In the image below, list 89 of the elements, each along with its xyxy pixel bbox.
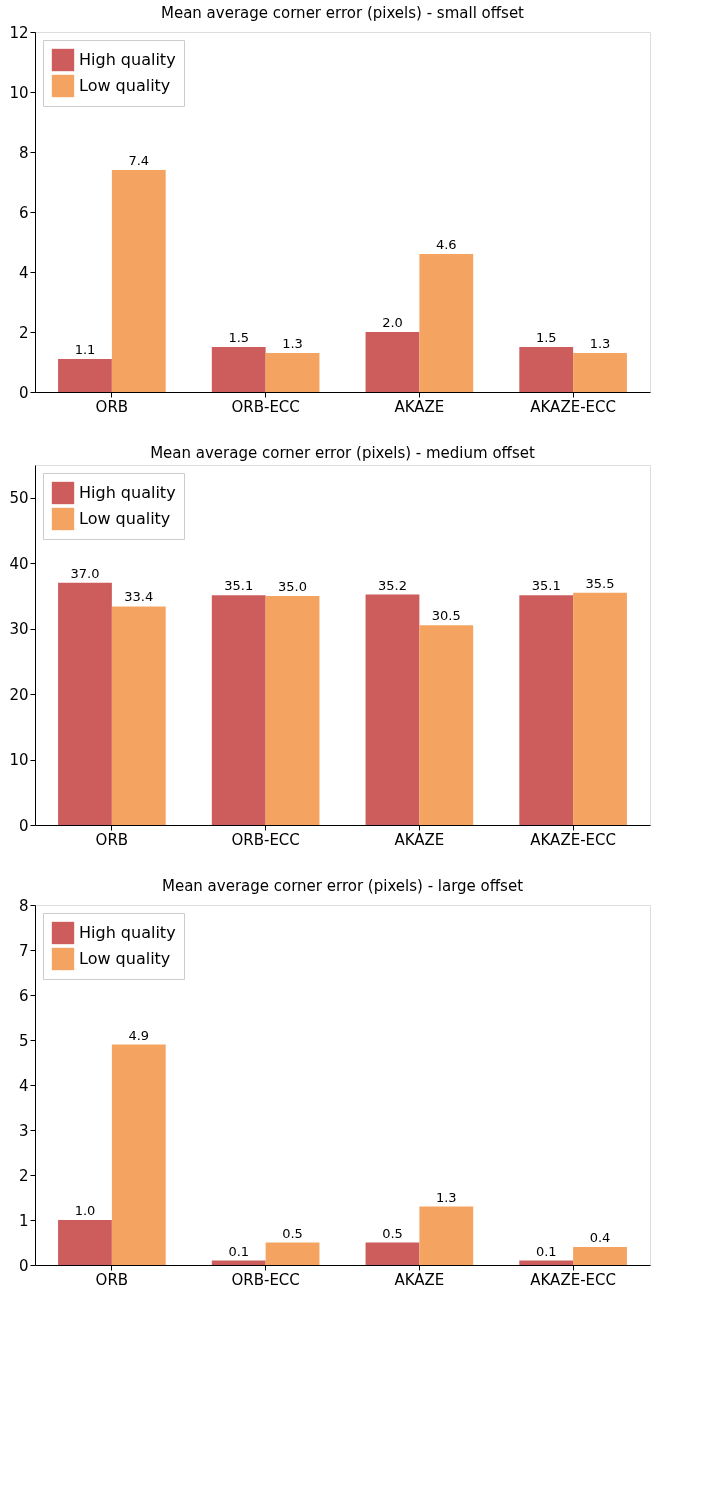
data-label: 30.5 [431, 608, 461, 624]
chart-title: Mean average corner error (pixels) - small offset [160, 4, 525, 22]
data-label: 0.1 [535, 1243, 557, 1259]
bar [365, 594, 420, 825]
bar [111, 1044, 166, 1265]
legend-label: High quality [79, 483, 176, 502]
bar [265, 1242, 320, 1265]
data-label: 0.1 [228, 1243, 250, 1259]
bar [573, 592, 627, 825]
chart-title: Mean average corner error (pixels) - medium offset [150, 444, 535, 462]
bar [211, 347, 266, 392]
x-tick-label: AKAZE [394, 397, 445, 416]
y-tick-label: 20 [9, 685, 29, 704]
bar [519, 347, 574, 392]
bar [58, 582, 112, 825]
data-label: 35.1 [224, 578, 254, 594]
x-tick-label: ORB-ECC [231, 397, 300, 416]
y-tick-label: 3 [18, 1121, 29, 1140]
y-tick-label: 8 [18, 143, 29, 162]
y-tick-label: 30 [9, 620, 29, 639]
data-label: 1.5 [228, 330, 250, 345]
x-tick-label: AKAZE-ECC [530, 830, 616, 849]
data-label: 1.3 [282, 336, 303, 351]
data-label: 1.3 [589, 336, 611, 351]
y-tick-label: 2 [18, 323, 29, 342]
x-tick-label: AKAZE-ECC [530, 1270, 616, 1289]
legend-label: Low quality [79, 949, 171, 968]
bar [265, 595, 320, 825]
x-tick-label: ORB-ECC [231, 830, 300, 849]
bar [111, 606, 166, 825]
y-tick-label: 2 [18, 1166, 29, 1185]
data-label: 35.5 [585, 575, 615, 591]
x-tick-label: ORB [95, 830, 129, 849]
bar [419, 1206, 474, 1265]
x-tick-label: AKAZE-ECC [530, 397, 616, 416]
bar [573, 353, 627, 392]
bar [419, 254, 474, 392]
y-tick-label: 12 [9, 23, 29, 42]
y-tick-label: 0 [18, 1256, 29, 1275]
bar [419, 625, 474, 825]
legend-label: Low quality [79, 76, 171, 95]
bar [58, 1220, 112, 1265]
data-label: 1.5 [535, 330, 557, 345]
y-tick-label: 7 [18, 941, 29, 960]
data-label: 0.4 [589, 1230, 611, 1245]
legend-label: Low quality [79, 509, 171, 528]
y-tick-label: 0 [18, 816, 29, 835]
legend-label: High quality [79, 50, 176, 69]
x-tick-label: AKAZE [394, 1270, 445, 1289]
y-tick-label: 50 [9, 489, 29, 508]
y-tick-label: 10 [9, 751, 29, 770]
y-tick-label: 5 [18, 1031, 29, 1050]
data-label: 0.5 [282, 1225, 303, 1241]
x-tick-label: ORB [95, 1270, 129, 1289]
data-label: 1.3 [435, 1189, 457, 1205]
data-label: 1.1 [74, 342, 96, 357]
y-tick-label: 6 [18, 203, 29, 222]
x-tick-label: ORB [95, 397, 129, 416]
bar [365, 332, 420, 392]
data-label: 2.0 [382, 315, 403, 330]
data-label: 33.4 [124, 589, 154, 605]
bar [58, 359, 112, 392]
data-label: 37.0 [70, 565, 100, 581]
data-label: 4.6 [435, 237, 457, 252]
data-label: 7.4 [128, 153, 150, 168]
data-label: 35.1 [531, 578, 561, 594]
chart-title: Mean average corner error (pixels) - large offset [161, 877, 524, 895]
data-label: 4.9 [128, 1027, 150, 1043]
y-tick-label: 4 [18, 1076, 29, 1095]
y-tick-label: 8 [18, 896, 29, 915]
legend-label: High quality [79, 923, 176, 942]
y-tick-label: 1 [18, 1211, 29, 1230]
bar [519, 595, 574, 825]
bar [573, 1247, 627, 1265]
bar [211, 595, 266, 825]
y-tick-label: 0 [18, 383, 29, 402]
x-tick-label: AKAZE [394, 830, 445, 849]
bar [111, 170, 166, 392]
data-label: 35.0 [278, 578, 308, 594]
bar [365, 1242, 420, 1265]
data-label: 35.2 [377, 577, 407, 593]
y-tick-label: 40 [9, 554, 29, 573]
data-label: 0.5 [382, 1225, 403, 1241]
y-tick-label: 6 [18, 986, 29, 1005]
y-tick-label: 4 [18, 263, 29, 282]
bar [265, 353, 320, 392]
x-tick-label: ORB-ECC [231, 1270, 300, 1289]
data-label: 1.0 [74, 1203, 96, 1218]
y-tick-label: 10 [9, 83, 29, 102]
